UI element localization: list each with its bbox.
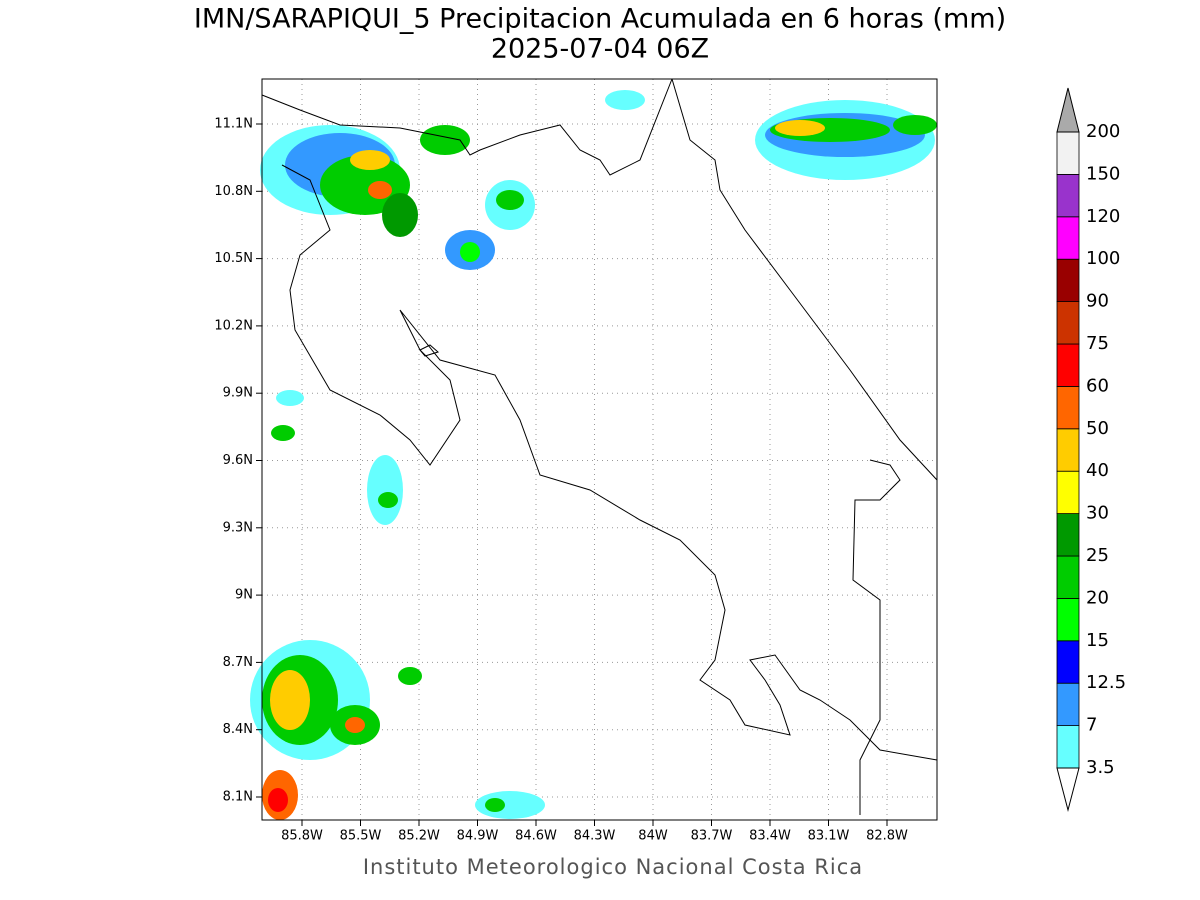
colorbar-label: 20 (1086, 587, 1109, 608)
colorbar-band (1056, 385, 1080, 430)
colorbar-band (1056, 216, 1080, 260)
lon-tick-label: 83.7W (691, 829, 733, 844)
colorbar-label: 3.5 (1086, 757, 1115, 778)
lat-tick-label: 9.3N (223, 520, 253, 535)
lat-tick-label: 11.1N (214, 117, 253, 132)
colorbar-label: 100 (1086, 248, 1120, 269)
colorbar-label: 75 (1086, 333, 1109, 354)
lon-tick-label: 85.5W (340, 829, 382, 844)
colorbar-label: 15 (1086, 630, 1109, 651)
lon-tick-label: 82.8W (866, 829, 908, 844)
colorbar-band (1056, 682, 1080, 727)
footer: Instituto Meteorologico Nacional Costa R… (363, 855, 863, 879)
colorbar-label: 120 (1086, 206, 1120, 227)
coastline (261, 78, 938, 815)
colorbar-band (1056, 131, 1080, 175)
colorbar-label: 25 (1086, 545, 1109, 566)
lon-tick-label: 84.9W (457, 829, 499, 844)
colorbar-over (1056, 87, 1080, 133)
lon-tick-label: 85.2W (398, 829, 440, 844)
colorbar: 3.5 7 12.5 15 20 25 30 40 50 60 75 90 100 120 150 200 (1056, 87, 1126, 812)
lat-tick-label: 10.2N (214, 318, 253, 333)
lon-tick-label: 83.1W (808, 829, 850, 844)
lat-tick-label: 10.8N (214, 184, 253, 199)
axis-labels: 11.1N 10.8N 10.5N 10.2N 9.9N 9.6N 9.3N 9N 8.7N 8.… (214, 117, 908, 844)
subtitle: 2025-07-04 06Z (491, 34, 709, 65)
colorbar-band (1056, 640, 1080, 684)
lat-tick-label: 10.5N (214, 251, 253, 266)
colorbar-label: 200 (1086, 121, 1120, 142)
lat-tick-label: 9.6N (223, 453, 253, 468)
colorbar-band (1056, 173, 1080, 218)
lon-tick-label: 84.6W (515, 829, 557, 844)
colorbar-label: 7 (1086, 715, 1097, 736)
grid (262, 79, 937, 820)
precipitation (250, 90, 937, 820)
lon-tick-label: 83.4W (749, 829, 791, 844)
colorbar-band (1056, 513, 1080, 557)
colorbar-label: 40 (1086, 460, 1109, 481)
colorbar-label: 12.5 (1086, 672, 1126, 693)
colorbar-label: 90 (1086, 291, 1109, 312)
map-frame (261, 78, 938, 821)
colorbar-label: 60 (1086, 375, 1109, 396)
colorbar-band (1056, 555, 1080, 599)
lon-tick-label: 84.3W (574, 829, 616, 844)
lat-tick-label: 8.7N (223, 655, 253, 670)
colorbar-label: 50 (1086, 418, 1109, 439)
colorbar-band (1056, 428, 1080, 472)
colorbar-label: 150 (1086, 163, 1120, 184)
colorbar-band (1056, 598, 1080, 642)
lat-tick-label: 8.1N (223, 790, 253, 805)
lat-tick-label: 8.4N (223, 722, 253, 737)
colorbar-under (1056, 767, 1080, 812)
lon-tick-label: 84W (638, 829, 668, 844)
title: IMN/SARAPIQUI_5 Precipitacion Acumulada … (194, 4, 1006, 35)
colorbar-label: 30 (1086, 503, 1109, 524)
colorbar-band (1056, 258, 1080, 303)
lat-tick-label: 9.9N (223, 386, 253, 401)
colorbar-band (1056, 343, 1080, 387)
colorbar-band (1056, 725, 1080, 769)
lon-tick-label: 85.8W (281, 829, 323, 844)
colorbar-band (1056, 301, 1080, 345)
colorbar-band (1056, 470, 1080, 515)
lat-tick-label: 9N (235, 588, 253, 603)
